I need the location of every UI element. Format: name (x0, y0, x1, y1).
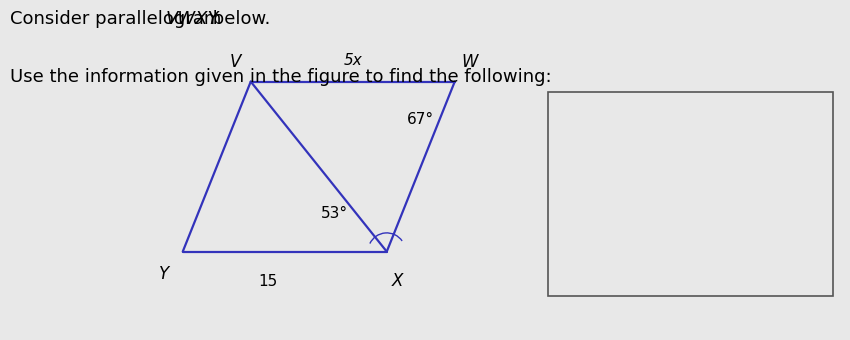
Text: Consider parallelogram: Consider parallelogram (10, 10, 227, 28)
Text: ∠: ∠ (650, 194, 670, 214)
Text: 15: 15 (258, 274, 277, 289)
Text: Use the information given in the figure to find the following:: Use the information given in the figure … (10, 68, 552, 86)
Text: Y: Y (159, 265, 169, 283)
Text: 5x: 5x (343, 53, 362, 68)
Text: 67°: 67° (407, 112, 434, 127)
Text: VWXY: VWXY (166, 10, 219, 28)
Text: W: W (462, 53, 479, 71)
Text: = 113 °: = 113 ° (699, 260, 769, 278)
Text: X: X (391, 272, 403, 290)
Text: = 67 °: = 67 ° (699, 192, 757, 210)
Text: Y: Y (677, 192, 688, 210)
Text: YVX: YVX (648, 260, 684, 278)
Text: x: x (688, 126, 699, 144)
Text: 53°: 53° (320, 206, 348, 221)
Text: below.: below. (207, 10, 271, 28)
Text: V: V (230, 53, 241, 71)
FancyBboxPatch shape (548, 92, 833, 296)
Text: ∠: ∠ (620, 262, 639, 282)
Text: = 3: = 3 (707, 126, 740, 144)
